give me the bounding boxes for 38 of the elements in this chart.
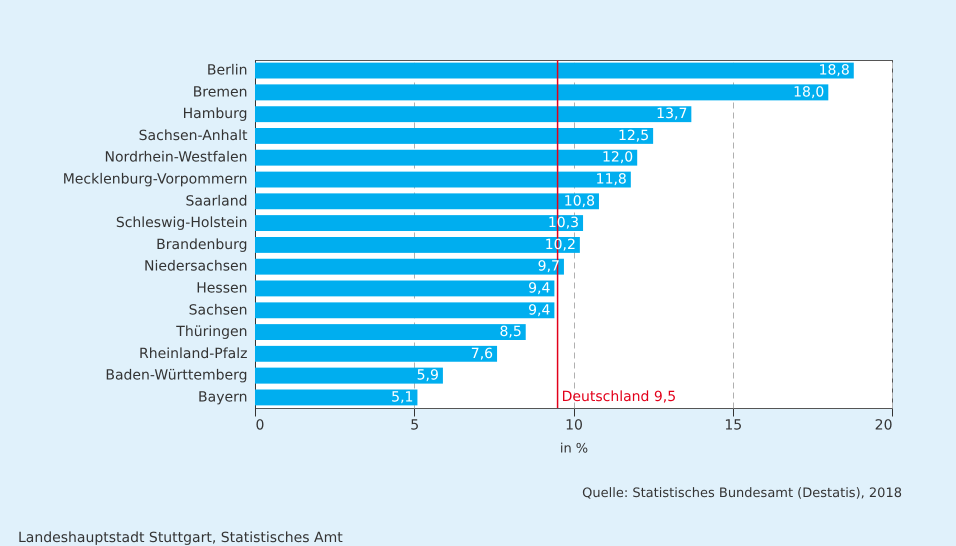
y-tick-label: Niedersachsen: [144, 258, 248, 275]
y-tick-label: Bremen: [192, 84, 248, 100]
y-tick-label: Nordrhein-Westfalen: [104, 150, 248, 166]
x-tick-label: 5: [410, 418, 420, 434]
data-label: 10,8: [564, 193, 595, 210]
y-tick-label: Sachsen: [188, 302, 248, 318]
y-tick-label: Rheinland-Pfalz: [139, 346, 248, 362]
data-label: 18,8: [818, 62, 850, 79]
data-label: 7,6: [470, 346, 494, 362]
data-label: 18,0: [793, 84, 824, 100]
data-label: 12,5: [618, 128, 650, 144]
x-tick-label: 20: [874, 418, 892, 434]
y-tick-label: Schleswig-Holstein: [116, 215, 248, 232]
data-label: 13,7: [656, 106, 688, 122]
y-tick-label: Sachsen-Anhalt: [138, 128, 248, 144]
y-tick-label: Brandenburg: [156, 236, 248, 253]
data-label: 9,4: [528, 280, 550, 296]
y-tick-label: Berlin: [206, 62, 248, 79]
y-tick-label: Thüringen: [175, 324, 248, 340]
y-tick-label: Saarland: [185, 193, 248, 210]
ref-line-label: Deutschland 9,5: [562, 389, 676, 405]
y-tick-label: Bayern: [198, 389, 248, 406]
data-label: 8,5: [499, 324, 522, 340]
data-label: 12,0: [602, 150, 634, 166]
x-tick-label: 10: [565, 418, 583, 434]
x-tick-label: 15: [724, 418, 742, 434]
y-tick-label: Mecklenburg-Vorpommern: [62, 172, 248, 188]
data-label: 11,8: [596, 172, 627, 188]
data-label: 5,9: [416, 368, 439, 384]
data-label: 9,4: [528, 302, 550, 318]
x-tick-label: 0: [256, 418, 264, 434]
y-tick-label: Baden-Württemberg: [105, 368, 248, 384]
data-label: 5,1: [391, 389, 414, 406]
y-tick-label: Hamburg: [182, 106, 248, 122]
x-axis-title: in %: [560, 442, 588, 456]
text: Landeshauptstadt Stuttgart, Statistisches Amt: [18, 530, 344, 546]
y-tick-label: Hessen: [196, 280, 248, 296]
source-note: Quelle: Statistisches Bundesamt (Destatis), 2018: [582, 486, 902, 501]
